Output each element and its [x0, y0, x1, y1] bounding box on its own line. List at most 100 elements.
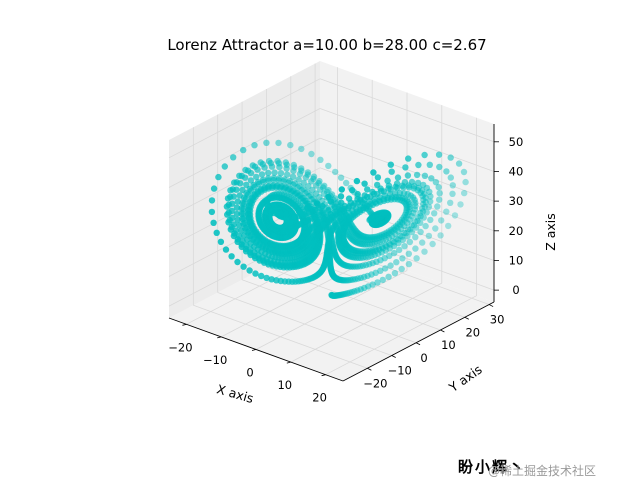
z-tick-label: 20	[509, 224, 524, 238]
data-point	[443, 208, 450, 215]
data-point	[374, 174, 382, 181]
data-point	[263, 139, 270, 146]
z-tick-label: 30	[509, 194, 524, 208]
z-tick-label: 0	[512, 283, 519, 297]
grid-z-back	[319, 78, 495, 143]
data-point	[312, 182, 320, 189]
data-point	[421, 248, 428, 255]
data-point	[364, 186, 371, 193]
data-point	[234, 238, 241, 245]
grid-z-left	[168, 78, 321, 159]
data-point	[233, 210, 241, 218]
data-point	[243, 181, 250, 188]
data-point	[288, 210, 296, 217]
data-point	[308, 150, 315, 158]
grid-y-floor	[217, 292, 392, 356]
x-tick-label: 0	[246, 366, 253, 380]
data-point	[233, 204, 241, 211]
data-point	[300, 211, 307, 218]
data-point	[268, 163, 276, 170]
data-point	[414, 217, 421, 225]
data-point	[412, 245, 419, 252]
data-point	[368, 214, 376, 221]
data-point	[343, 179, 350, 187]
y-tick-label: 10	[441, 338, 456, 352]
data-point	[290, 167, 297, 175]
data-point	[223, 203, 231, 210]
data-point	[401, 243, 408, 250]
data-point	[369, 188, 376, 196]
data-point	[320, 209, 327, 216]
data-point	[391, 270, 399, 277]
z-tick-label: 10	[509, 253, 524, 267]
data-point	[240, 263, 247, 270]
data-point	[337, 193, 345, 200]
data-point	[278, 211, 285, 218]
grid-y-floor	[241, 279, 417, 344]
data-point	[451, 212, 459, 219]
data-point	[404, 172, 412, 179]
data-point	[271, 169, 278, 176]
data-point	[222, 246, 230, 253]
data-point	[420, 181, 427, 189]
data-point	[217, 238, 225, 245]
data-point	[215, 173, 222, 181]
data-point	[268, 276, 275, 283]
y-tick-mark	[440, 329, 445, 333]
data-point	[412, 234, 419, 241]
data-point	[404, 233, 411, 240]
data-point	[224, 195, 232, 202]
data-point	[240, 146, 247, 154]
data-point	[405, 260, 413, 268]
data-point	[257, 159, 264, 166]
data-point	[284, 171, 291, 178]
z-tick-label: 40	[509, 164, 524, 178]
data-point	[251, 142, 258, 149]
data-point	[408, 222, 415, 229]
data-point	[302, 174, 310, 181]
y-tick-label: 20	[465, 325, 480, 339]
data-point	[313, 200, 321, 207]
y-axis-label: Y axis	[445, 362, 484, 396]
watermark-site: @稀土掘金技术社区	[488, 464, 597, 478]
data-point	[403, 229, 410, 237]
data-point	[208, 208, 216, 216]
data-point	[447, 174, 454, 181]
data-point	[413, 171, 421, 179]
data-point	[399, 233, 406, 240]
data-point	[361, 192, 368, 199]
grid-z-back	[319, 108, 495, 172]
data-point	[398, 265, 405, 273]
data-point	[247, 251, 254, 259]
data-point	[273, 277, 280, 284]
data-point	[413, 224, 420, 231]
data-point	[374, 279, 381, 286]
data-point	[249, 162, 256, 169]
data-point	[228, 253, 235, 260]
data-point	[325, 206, 332, 213]
data-point	[236, 222, 243, 229]
grid-x-floor	[255, 270, 408, 350]
data-point	[317, 186, 324, 193]
data-point	[338, 186, 345, 193]
data-point	[406, 238, 414, 246]
data-point	[338, 199, 345, 206]
data-point	[224, 211, 231, 218]
data-point	[353, 177, 361, 185]
data-point	[435, 184, 442, 191]
data-point	[252, 270, 259, 277]
data-point	[210, 219, 217, 226]
data-point	[392, 190, 399, 197]
data-point	[308, 178, 315, 185]
data-point	[298, 145, 305, 153]
data-point	[428, 175, 435, 182]
data-point	[227, 226, 234, 233]
data-point	[437, 232, 444, 239]
data-point	[276, 163, 283, 171]
data-point	[405, 250, 412, 257]
watermark-author: 盼小辉丶	[458, 458, 527, 476]
data-point	[436, 163, 443, 171]
x-tick-label: −10	[203, 353, 227, 367]
data-point	[417, 213, 424, 220]
